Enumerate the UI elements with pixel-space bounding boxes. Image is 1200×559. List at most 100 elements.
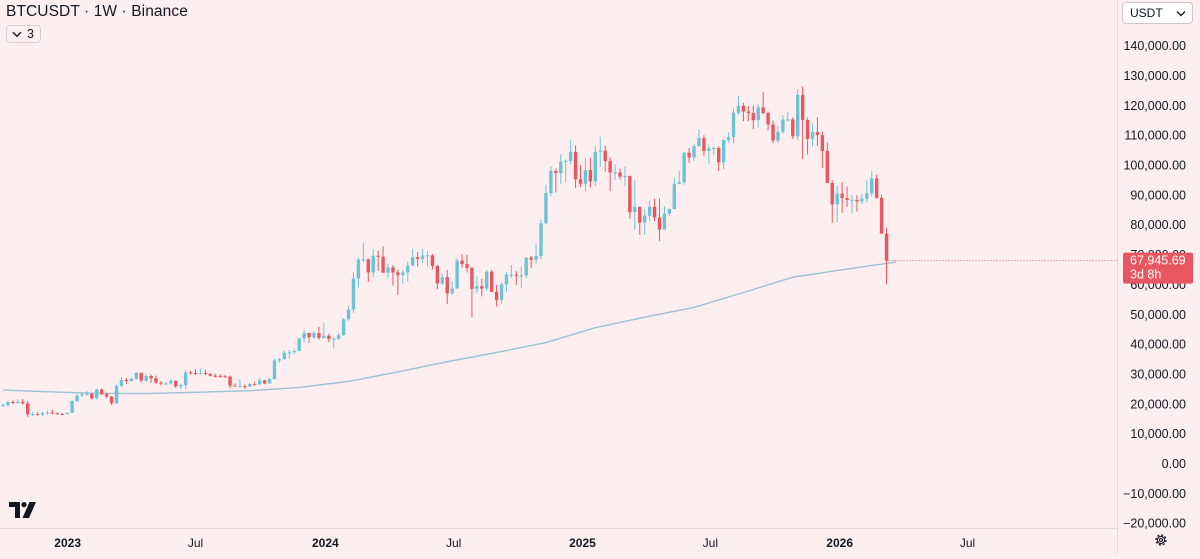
candle-body: [425, 255, 430, 257]
chevron-down-icon: [12, 31, 22, 37]
candle-body: [593, 151, 598, 182]
candle-body: [371, 255, 375, 273]
last-price-group: 67,945.69 3d 8h: [888, 252, 1193, 284]
candle-body: [35, 413, 40, 415]
candle-body: [420, 255, 425, 260]
price-axis[interactable]: −20,000.00 −10,000.00 0.00 10,000.00 20,000.…: [1123, 39, 1186, 531]
candle-body: [717, 147, 721, 163]
candle-body: [410, 257, 415, 266]
candle-body: [277, 359, 282, 361]
candle-body: [391, 267, 395, 273]
candle-body: [11, 402, 15, 404]
candle-body: [756, 107, 760, 121]
candle-body: [830, 182, 834, 205]
currency-select[interactable]: USDT: [1122, 2, 1193, 24]
candle-body: [549, 170, 553, 194]
candle-body: [282, 352, 287, 360]
candle-body: [183, 372, 188, 385]
candle-body: [884, 233, 889, 261]
candle-body: [529, 257, 533, 260]
candle-body: [109, 396, 114, 404]
candle-body: [406, 265, 410, 273]
candle-body: [845, 198, 849, 200]
candle-body: [238, 385, 242, 387]
candle-body: [618, 172, 622, 177]
candle-body: [746, 111, 751, 114]
candle-body: [879, 197, 884, 234]
indicators-collapse-button[interactable]: 3: [6, 25, 41, 43]
candle-body: [564, 160, 568, 162]
candle-body: [544, 193, 548, 224]
candle-body: [662, 213, 667, 230]
price-tick-label: 10,000.00: [1130, 427, 1186, 441]
candle-body: [139, 372, 143, 381]
candle-body: [154, 378, 158, 383]
candle-body: [119, 379, 124, 386]
candle-body: [815, 132, 820, 136]
price-tick-label: −20,000.00: [1123, 517, 1186, 531]
candle-body: [248, 384, 252, 387]
indicator-count: 3: [27, 27, 34, 41]
candle-body: [514, 274, 519, 276]
candle-body: [6, 402, 10, 405]
candle-body: [114, 385, 119, 404]
candle-body: [312, 333, 316, 338]
candle-body: [509, 274, 514, 276]
candle-body: [16, 401, 20, 403]
candle-body: [726, 137, 731, 140]
candle-body: [524, 257, 528, 276]
price-tick-label: 140,000.00: [1123, 39, 1186, 53]
price-tick-label: 40,000.00: [1130, 338, 1186, 352]
price-tick-label: 100,000.00: [1123, 159, 1186, 173]
candle-body: [820, 135, 825, 151]
candle-body: [292, 350, 296, 353]
candle-body: [178, 384, 183, 387]
candles-layer: [1, 86, 889, 417]
price-tick-label: 130,000.00: [1123, 69, 1186, 83]
candle-body: [554, 170, 558, 174]
symbol-title[interactable]: BTCUSDT · 1W · Binance: [6, 3, 188, 20]
candle-body: [761, 107, 765, 114]
candle-body: [712, 147, 716, 149]
time-tick-label: Jul: [960, 536, 975, 550]
candle-body: [21, 401, 25, 404]
candle-body: [539, 223, 543, 257]
last-price-value: 67,945.69: [1130, 254, 1186, 268]
candle-body: [272, 360, 277, 380]
last-price-label: [1123, 252, 1193, 284]
candle-body: [415, 257, 420, 260]
candle-body: [257, 380, 262, 385]
candle-body: [450, 288, 454, 294]
candle-body: [213, 375, 217, 377]
price-tick-label: 20,000.00: [1130, 397, 1186, 411]
candle-body: [297, 338, 301, 351]
candle-body: [104, 394, 109, 397]
time-tick-label: Jul: [188, 536, 203, 550]
candle-body: [721, 139, 726, 163]
candle-body: [608, 161, 612, 173]
candle-body: [356, 259, 361, 279]
candle-body: [386, 267, 390, 273]
candle-body: [865, 193, 869, 199]
candle-body: [164, 383, 168, 385]
time-tick-label: 2026: [826, 536, 853, 550]
candle-body: [90, 393, 94, 399]
candle-body: [504, 274, 509, 285]
candle-body: [65, 412, 69, 415]
price-tick-label: 0.00: [1162, 457, 1186, 471]
time-tick-label: Jul: [703, 536, 718, 550]
candle-body: [455, 260, 459, 289]
candle-body: [193, 373, 198, 375]
candle-body: [800, 94, 805, 120]
time-axis[interactable]: 2023 Jul 2024 Jul 2025 Jul 2026 Jul: [54, 536, 975, 550]
candle-body: [262, 380, 267, 384]
candle-body: [351, 278, 356, 310]
candle-body: [810, 132, 815, 140]
currency-value: USDT: [1130, 6, 1163, 20]
candle-body: [124, 379, 129, 382]
gear-icon[interactable]: [1154, 533, 1168, 547]
candle-body: [287, 352, 291, 354]
candle-body: [771, 124, 775, 141]
